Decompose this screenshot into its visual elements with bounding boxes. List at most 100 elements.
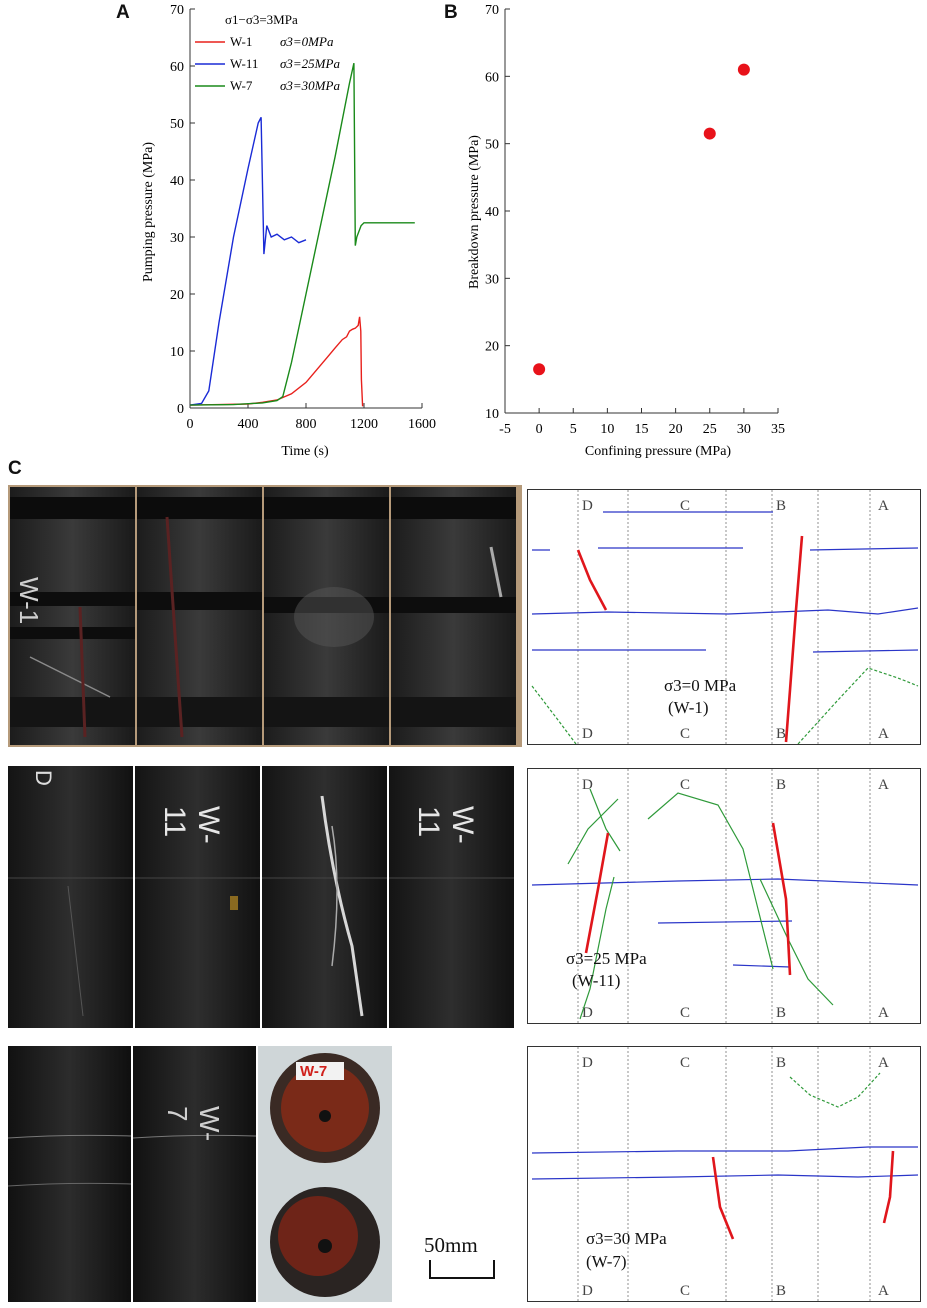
- bedding-plane-trace: [531, 878, 919, 886]
- chart-a-y-tick-label: 60: [170, 60, 184, 75]
- bedding-plane-trace: [732, 964, 791, 968]
- w1-view-c: [137, 487, 262, 745]
- chart-b-y-tick-label: 60: [485, 70, 499, 85]
- map-top-label: A: [878, 777, 889, 793]
- map-top-label: D: [582, 498, 593, 514]
- map-top-label: C: [680, 777, 690, 793]
- secondary-fracture-trace: [797, 667, 919, 745]
- w7-view-a: W-7: [133, 1046, 256, 1302]
- legend-header: σ1−σ3=3MPa: [225, 12, 298, 27]
- scale-bar: [429, 1260, 495, 1279]
- map-w7-condition: σ3=30 MPa: [586, 1229, 667, 1248]
- map-top-label: C: [680, 1055, 690, 1071]
- w11-letter-d: D: [31, 770, 56, 786]
- breakdown-point: [737, 63, 750, 76]
- secondary-fracture-trace: [789, 1072, 881, 1108]
- w7-view-c: [8, 1046, 131, 1302]
- secondary-fracture-trace: [531, 685, 577, 745]
- w1-marking: W-1: [14, 577, 44, 625]
- chart-a-y-tick-label: 20: [170, 288, 184, 303]
- chart-b-y-tick-label: 30: [485, 272, 499, 287]
- breakdown-point: [533, 363, 546, 376]
- chart-b-x-tick-label: 20: [669, 422, 683, 437]
- w7-specimen-photos: W-7: [8, 1046, 258, 1302]
- w11-marking-a: W-11: [412, 806, 479, 844]
- w1-specimen-photos: W-1: [8, 485, 522, 747]
- main-fracture-trace: [711, 1156, 735, 1240]
- chart-a-y-tick-label: 0: [177, 402, 184, 417]
- chart-b-x-tick-label: 0: [536, 422, 543, 437]
- legend-condition-w-11: σ3=25MPa: [280, 56, 340, 71]
- bedding-plane-trace: [531, 1174, 919, 1180]
- chart-b-y-tick-label: 50: [485, 138, 499, 153]
- w11-marking-c: W-11: [158, 806, 225, 844]
- map-bottom-label: D: [582, 1005, 593, 1021]
- w11-view-d: D: [8, 766, 133, 1028]
- w7-marking: W-7: [162, 1106, 225, 1142]
- chart-a-x-tick-label: 800: [296, 417, 317, 432]
- map-top-label: B: [776, 1055, 786, 1071]
- map-bottom-label: B: [776, 726, 786, 742]
- w7-end-faces: W-7: [258, 1046, 392, 1302]
- w11-view-a: W-11: [389, 766, 514, 1028]
- chart-b-y-tick-label: 10: [485, 407, 499, 422]
- map-top-label: D: [582, 1055, 593, 1071]
- chart-b-y-axis-label: Breakdown pressure (MPa): [467, 135, 482, 289]
- map-w11-condition: σ3=25 MPa: [566, 949, 647, 968]
- w11-specimen-photos: D W-11 W-11: [8, 766, 522, 1028]
- map-bottom-label: D: [582, 726, 593, 742]
- w1-view-d: W-1: [10, 487, 135, 745]
- chart-b-y-tick-label: 40: [485, 205, 499, 220]
- legend-name-w-11: W-11: [230, 56, 258, 71]
- secondary-fracture-trace: [589, 788, 621, 852]
- main-fracture-trace: [784, 535, 804, 743]
- secondary-fracture-trace: [579, 876, 615, 1020]
- w1-view-a: [391, 487, 516, 745]
- pumping-pressure-chart: 0 400 800 1200 1600 0 10 20 30 40 50 60 70 σ1−σ3=3MP…: [141, 3, 436, 459]
- breakdown-point: [703, 127, 716, 140]
- bedding-plane-trace: [809, 547, 919, 551]
- map-bottom-label: B: [776, 1283, 786, 1299]
- chart-a-x-tick-label: 0: [187, 417, 194, 432]
- chart-b-y-tick-label: 70: [485, 3, 499, 18]
- chart-b-x-tick-label: 30: [737, 422, 751, 437]
- breakdown-pressure-chart: -5 0 5 10 15 20 25 30 35 10 20 30 40 50 60 70 Confining…: [467, 3, 785, 459]
- main-fracture-trace: [771, 822, 792, 976]
- chart-a-y-tick-label: 50: [170, 117, 184, 132]
- scale-bar-label: 50mm: [424, 1233, 478, 1257]
- chart-b-x-tick-label: 25: [703, 422, 717, 437]
- fracture-map-w7: D C B A D C B A σ3=30 MPa (W-7): [527, 1046, 921, 1302]
- panel-label-a: A: [116, 2, 130, 23]
- chart-b-x-tick-label: 15: [635, 422, 649, 437]
- map-bottom-label: A: [878, 726, 889, 742]
- chart-b-x-tick-label: 35: [771, 422, 785, 437]
- map-bottom-label: D: [582, 1283, 593, 1299]
- main-fracture-trace: [576, 549, 608, 611]
- map-bottom-label: C: [680, 726, 690, 742]
- legend-name-w-1: W-1: [230, 34, 252, 49]
- chart-b-x-tick-label: 10: [600, 422, 614, 437]
- panel-label-b: B: [444, 2, 458, 23]
- map-w1-specimen: (W-1): [668, 698, 709, 717]
- map-w11-specimen: (W-11): [572, 971, 621, 990]
- chart-a-legend: σ1−σ3=3MPa W-1 σ3=0MPa W-11 σ3=25MPa W-7 σ3=3…: [195, 12, 340, 93]
- map-top-label: A: [878, 1055, 889, 1071]
- legend-condition-w-7: σ3=30MPa: [280, 78, 340, 93]
- map-top-label: B: [776, 777, 786, 793]
- map-bottom-label: A: [878, 1005, 889, 1021]
- map-bottom-label: B: [776, 1005, 786, 1021]
- legend-condition-w-1: σ3=0MPa: [280, 34, 334, 49]
- bedding-plane-trace: [657, 920, 793, 924]
- w7-end-label: W-7: [300, 1063, 328, 1080]
- map-bottom-label: C: [680, 1005, 690, 1021]
- fracture-map-w1: D C B A D C B A σ3=0 MPa (W-1): [527, 489, 921, 745]
- chart-a-y-tick-label: 10: [170, 345, 184, 360]
- chart-b-x-tick-label: -5: [499, 422, 511, 437]
- map-w1-condition: σ3=0 MPa: [664, 676, 737, 695]
- series-line-w-1: [189, 316, 364, 407]
- w11-view-c: W-11: [135, 766, 260, 1028]
- chart-a-y-tick-label: 70: [170, 3, 184, 18]
- chart-a-x-tick-label: 1200: [350, 417, 378, 432]
- chart-b-x-axis-label: Confining pressure (MPa): [585, 444, 732, 459]
- chart-b-x-tick-label: 5: [570, 422, 577, 437]
